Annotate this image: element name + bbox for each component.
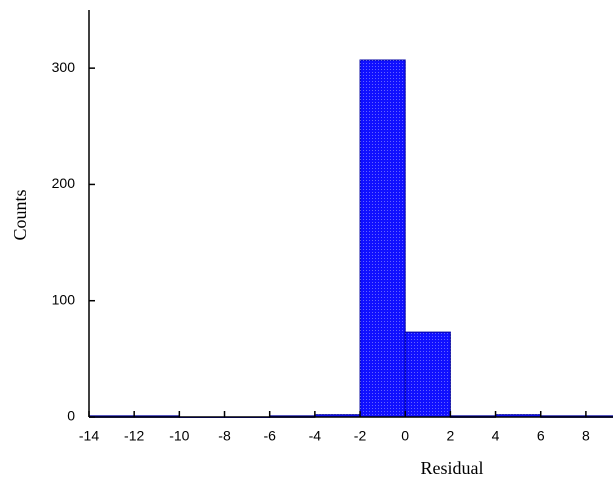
- y-tick-label: 100: [52, 291, 76, 307]
- bar-texture: [360, 60, 406, 417]
- x-tick-label: 8: [582, 428, 590, 444]
- y-axis-label: Counts: [10, 189, 30, 240]
- x-tick-label: -12: [124, 428, 144, 444]
- x-tick-label: -10: [169, 428, 189, 444]
- x-tick-label: -8: [218, 428, 231, 444]
- x-tick-label: 0: [401, 428, 409, 444]
- bar-texture: [405, 332, 451, 417]
- x-tick-label: 2: [446, 428, 454, 444]
- x-tick-label: 4: [492, 428, 500, 444]
- x-axis-label: Residual: [421, 458, 484, 478]
- y-tick-label: 200: [52, 175, 76, 191]
- x-tick-label: -6: [263, 428, 276, 444]
- x-tick-label: -4: [309, 428, 322, 444]
- x-tick-label: -14: [79, 428, 99, 444]
- bar-texture: [314, 414, 361, 417]
- x-tick-label: 6: [537, 428, 545, 444]
- y-tick-label: 0: [67, 408, 75, 424]
- bars: [89, 59, 613, 418]
- y-tick-label: 300: [52, 59, 76, 75]
- x-tick-label: -2: [354, 428, 367, 444]
- bar-texture: [495, 414, 541, 417]
